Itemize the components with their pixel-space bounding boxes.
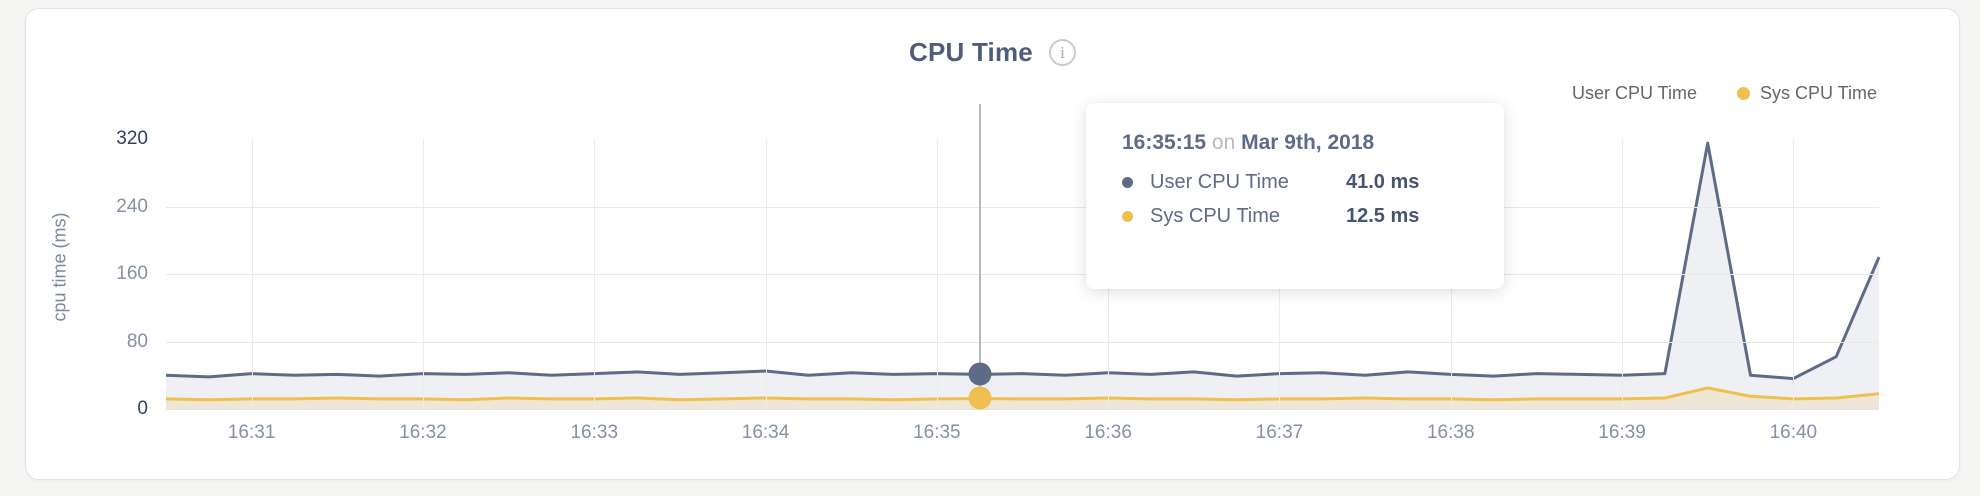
y-tick-320: 320	[116, 128, 148, 149]
legend-label: Sys CPU Time	[1759, 83, 1877, 103]
h-gridline-80	[166, 341, 1879, 343]
x-tick-16-32: 16:32	[399, 422, 447, 443]
tooltip-series-value: 12.5 ms	[1346, 205, 1420, 227]
cpu-time-chart-card: CPU Time i User CPU Time Sys CPU Time cpu…	[25, 8, 1960, 480]
chart-tooltip: 16:35:15 on Mar 9th, 2018 User CPU Time 4…	[1086, 103, 1504, 289]
legend-item-user-cpu-time[interactable]: User CPU Time	[1549, 83, 1697, 104]
x-tick-16-33: 16:33	[570, 422, 619, 443]
tooltip-row-user-cpu-time: User CPU Time 41.0 ms	[1122, 171, 1474, 194]
legend-item-sys-cpu-time[interactable]: Sys CPU Time	[1736, 83, 1877, 104]
chart-title: CPU Time	[909, 37, 1033, 67]
tooltip-rows: User CPU Time 41.0 ms Sys CPU Time 12.5 ms	[1122, 171, 1474, 228]
v-gridline-16-33	[594, 139, 596, 409]
v-gridline-16-39	[1622, 139, 1624, 409]
x-tick-16-40: 16:40	[1769, 422, 1818, 443]
tooltip-series-dot-icon	[1122, 211, 1133, 222]
tooltip-date: Mar 9th, 2018	[1241, 131, 1375, 154]
v-gridline-16-32	[422, 139, 424, 409]
sys-cpu-time-marker	[968, 386, 992, 410]
y-tick-160: 160	[116, 263, 148, 284]
chart-header: CPU Time i	[26, 37, 1959, 68]
chart-legend: User CPU Time Sys CPU Time	[1549, 83, 1877, 104]
user-cpu-time-marker	[968, 362, 992, 386]
y-tick-240: 240	[116, 195, 148, 217]
h-gridline-160	[166, 274, 1879, 275]
y-tick-80: 80	[126, 330, 148, 352]
x-tick-16-35: 16:35	[913, 422, 961, 443]
sys-cpu-time-line	[166, 388, 1879, 400]
v-gridline-16-35	[936, 139, 938, 409]
x-tick-16-36: 16:36	[1084, 422, 1132, 443]
v-gridline-16-31	[251, 139, 253, 409]
x-tick-16-38: 16:38	[1426, 422, 1475, 443]
h-gridline-240	[166, 206, 1879, 208]
crosshair-line	[978, 104, 981, 409]
tooltip-series-label: Sys CPU Time	[1150, 205, 1281, 227]
v-gridline-16-40	[1793, 139, 1795, 409]
legend-dot-icon	[1736, 87, 1750, 100]
user-cpu-time-area	[166, 143, 1879, 409]
x-tick-16-34: 16:34	[741, 422, 790, 443]
tooltip-time: 16:35:15	[1122, 131, 1207, 154]
x-tick-16-39: 16:39	[1598, 422, 1646, 443]
plot-area[interactable]	[166, 104, 1879, 410]
legend-label: User CPU Time	[1571, 83, 1697, 103]
y-tick-0: 0	[137, 398, 148, 419]
tooltip-series-label: User CPU Time	[1150, 171, 1289, 193]
tooltip-on-word: on	[1211, 131, 1236, 154]
x-tick-16-37: 16:37	[1255, 422, 1304, 443]
tooltip-row-sys-cpu-time: Sys CPU Time 12.5 ms	[1122, 205, 1474, 228]
tooltip-title: 16:35:15 on Mar 9th, 2018	[1122, 131, 1474, 155]
v-gridline-16-34	[765, 139, 767, 409]
user-cpu-time-line	[166, 143, 1879, 378]
info-icon[interactable]: i	[1048, 39, 1076, 66]
x-tick-16-31: 16:31	[227, 422, 276, 443]
tooltip-series-value: 41.0 ms	[1346, 171, 1420, 193]
tooltip-series-dot-icon	[1122, 177, 1133, 188]
